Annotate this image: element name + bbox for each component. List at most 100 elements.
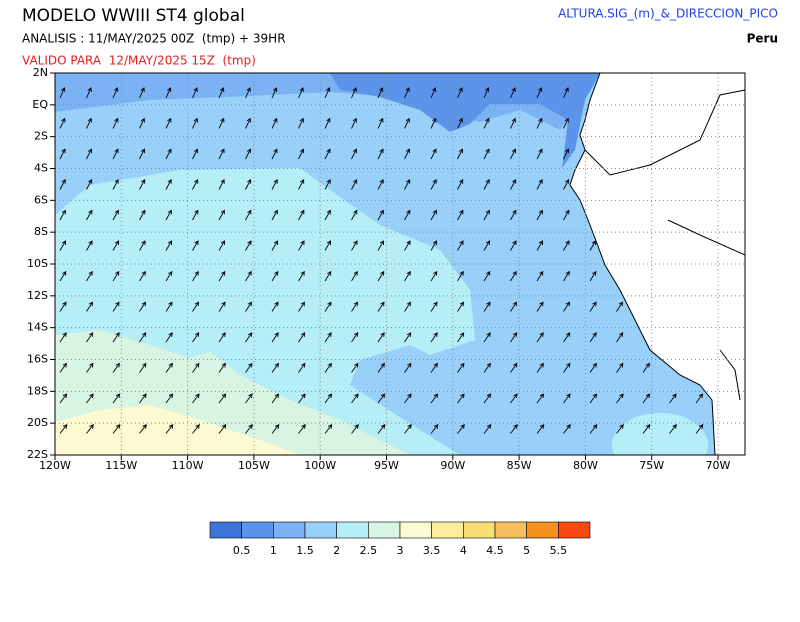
wave-arrow-head [538,240,544,246]
wave-arrow-head [433,393,439,399]
map [55,73,745,455]
wave-arrow [324,179,331,190]
wave-arrow [536,271,544,282]
wave-arrow [457,363,465,373]
wave-arrow [695,393,703,404]
wave-arrow-head [326,117,331,123]
wave-arrow-head [274,332,279,337]
wave-arrow-head [327,301,332,307]
wave-arrow-head [140,148,146,154]
wave-arrow [112,179,119,190]
wave-arrow-head [248,362,253,368]
colorbar-label: 0.5 [233,544,251,557]
wave-arrow-head [564,87,569,92]
wave-arrow [192,424,200,434]
wave-arrow [271,179,278,190]
colorbar-swatch [304,521,337,539]
wave-arrow-head [380,424,386,429]
wave-arrow [457,332,465,343]
wave-arrow [351,271,358,282]
wave-arrow-head [246,148,252,154]
wave-arrow-head [168,393,174,399]
wave-arrow-head [432,87,437,92]
wave-arrow-head [141,301,146,307]
wave-arrow-head [193,148,199,154]
wave-arrow-head [513,424,518,429]
wave-arrow-head [380,362,385,368]
wave-arrow [430,87,436,99]
wave-arrow [324,393,332,404]
lat-label: 12S [27,289,48,302]
wave-arrow [218,118,225,129]
wave-arrow [430,332,438,343]
wave-arrow-head [221,270,226,276]
wave-arrow [377,302,385,312]
wave-arrow [563,118,569,129]
wave-arrow-head [167,209,172,215]
wave-arrow-head [300,301,305,307]
wave-arrow [483,118,490,129]
colorbar-swatch [399,521,432,539]
wave-arrow-head [326,240,332,246]
wave-arrow [351,302,358,312]
wave-arrow-head [458,87,463,92]
wave-arrow [112,302,120,312]
wave-arrow [536,332,544,343]
wave-arrow [377,271,385,282]
wave-arrow [457,179,464,190]
wave-arrow-head [140,87,145,92]
wave-arrow [351,363,359,373]
wave-arrow [245,363,253,373]
colorbar-swatch [336,521,369,539]
wave-arrow [642,363,650,373]
variable: ALTURA.SIG_(m)_&_DIRECCION_PICO [558,7,778,21]
wave-arrow-head [141,240,146,246]
wave-arrow [139,302,146,312]
wave-arrow [404,148,410,160]
wave-arrow [139,393,147,404]
wave-arrow [86,118,92,129]
wave-arrow [271,210,278,221]
wave-arrow-head [141,209,146,215]
wave-arrow-head [538,117,543,123]
wave-arrow [192,393,200,404]
wave-arrow [589,424,598,434]
wave-arrow-head [485,87,490,92]
wave-arrow [86,87,92,99]
wave-arrow [298,363,306,373]
wave-arrow [112,240,119,251]
wave-arrow [324,118,331,129]
wave-arrow-head [220,117,225,123]
region: Peru [747,32,778,46]
wave-arrow-head [538,178,543,184]
wave-arrow-head [379,87,384,92]
wave-arrow [616,363,624,373]
wave-arrow [324,363,332,373]
wave-arrow-head [698,424,704,429]
wave-arrow [139,210,146,221]
wave-arrow-head [459,240,464,246]
wave-arrow-head [459,209,464,215]
wave-arrow [616,302,623,312]
wave-arrow-head [407,393,412,399]
wave-arrow-head [326,209,331,215]
wave-arrow [404,363,412,373]
wave-arrow [536,210,543,221]
wave-arrow [430,210,437,221]
wave-arrow [510,332,518,343]
wave-arrow-head [539,424,545,429]
wave-arrow [430,240,437,251]
wave-arrow [245,87,251,99]
wave-arrow-head [406,240,411,246]
wave-arrow-head [327,332,332,337]
colorbar-swatch [209,521,242,539]
wave-arrow [112,332,120,343]
wave-arrow [86,332,94,343]
wave-arrow [377,393,385,404]
valid: VALIDO PARA 12/MAY/2025 15Z (tmp) [22,54,256,68]
wave-arrow [483,424,492,434]
wave-arrow-head [168,270,173,276]
wave-arrow-head [114,209,119,215]
wave-arrow-head [672,393,677,399]
wave-arrow [298,148,304,160]
